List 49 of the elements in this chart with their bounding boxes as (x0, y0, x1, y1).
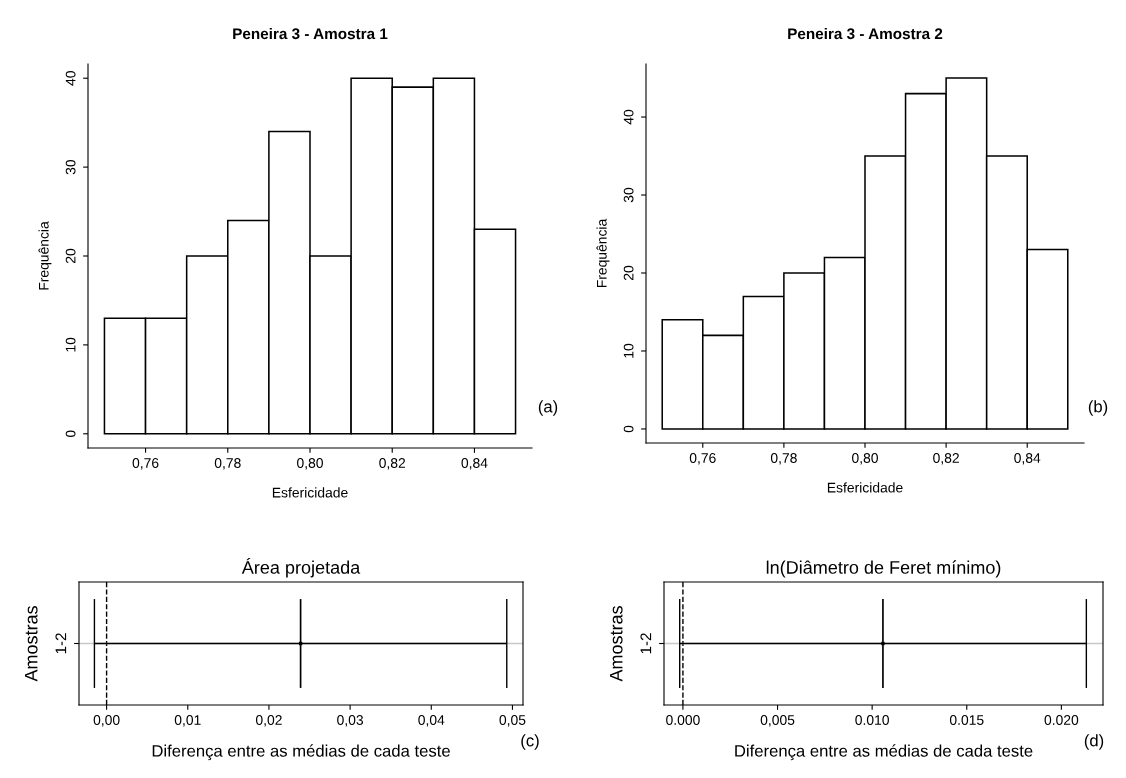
y-tick-label: 10 (65, 337, 76, 352)
y-tick-label: 30 (65, 159, 76, 175)
y-tick-label: 1-2 (55, 633, 67, 654)
y-axis-title: Amostras (609, 606, 623, 682)
x-tick-label: 0,01 (174, 715, 201, 727)
x-tick-label: 0,84 (1014, 453, 1041, 465)
text: (b) (1088, 400, 1108, 416)
y-tick-label: 0 (623, 425, 634, 433)
text: (a) (538, 400, 558, 416)
x-tick-label: 0,78 (214, 458, 241, 470)
x-tick-label: 0,82 (933, 453, 959, 465)
y-tick-label: 0 (65, 430, 76, 438)
text: (c) (521, 734, 539, 750)
x-tick-label: 0.010 (855, 715, 889, 725)
chart-title: ln(Diâmetro de Feret mínimo) (766, 560, 1001, 578)
x-tick-label: 0,02 (255, 715, 282, 727)
y-tick-label: 1-2 (640, 633, 652, 654)
x-tick-label: 0,005 (760, 715, 795, 727)
x-tick-label: 0,00 (93, 715, 120, 727)
x-tick-label: 0,84 (461, 458, 488, 470)
x-tick-label: 0,04 (418, 715, 445, 727)
x-tick-label: 0,05 (499, 715, 526, 727)
y-tick-label: 40 (65, 71, 76, 86)
x-axis-title: Diferença entre as médias de cada teste (152, 744, 450, 761)
y-tick-label: 30 (623, 187, 634, 203)
y-axis-title: Amostras (24, 606, 38, 682)
y-tick-label: 10 (623, 343, 634, 358)
x-tick-label: 0.020 (1044, 715, 1079, 725)
x-axis-title: Diferença entre as médias de cada teste (735, 744, 1033, 761)
x-axis-title: Esfericidade (272, 487, 348, 498)
text: (d) (1084, 734, 1104, 750)
chart-title: Peneira 3 - Amostra 1 (233, 27, 388, 40)
chart-title: Peneira 3 - Amostra 2 (788, 27, 943, 40)
x-tick-label: 0.015 (949, 715, 984, 725)
y-tick-label: 20 (65, 248, 76, 264)
x-tick-label: 0,76 (689, 453, 716, 465)
x-tick-label: 0,82 (379, 458, 406, 470)
y-tick-label: 40 (623, 109, 634, 125)
x-tick-label: 0,80 (297, 458, 323, 470)
x-axis-title: Esfericidade (827, 482, 903, 493)
y-tick-label: 20 (623, 265, 634, 281)
y-axis-title: Frequência (596, 218, 610, 288)
x-tick-label: 0,78 (770, 453, 797, 465)
x-tick-label: 0.000 (666, 715, 700, 725)
chart-title: Área projetada (241, 558, 361, 578)
x-tick-label: 0,76 (132, 458, 159, 470)
x-tick-label: 0,03 (337, 715, 364, 727)
y-axis-title: Frequência (38, 221, 52, 290)
x-tick-label: 0,80 (852, 453, 878, 465)
